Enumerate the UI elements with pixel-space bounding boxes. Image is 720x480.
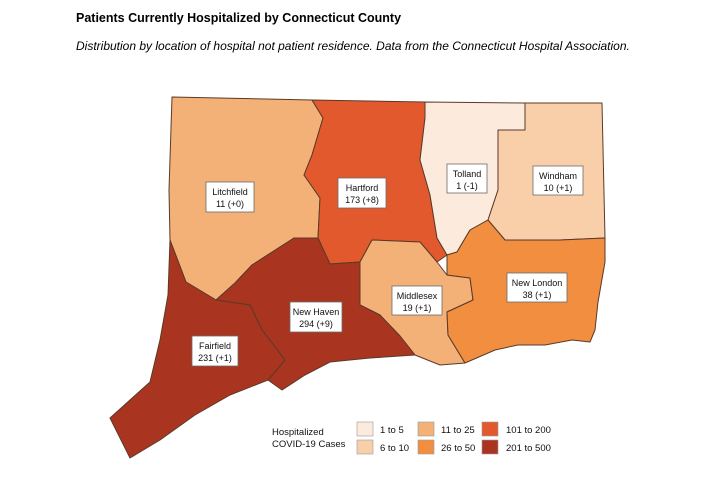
legend-swatch-201-500 <box>481 439 499 455</box>
legend-swatch-26-50 <box>417 439 435 455</box>
label-litchfield-value: 11 (+0) <box>216 199 244 209</box>
label-tolland-name: Tolland <box>453 169 482 179</box>
map-title: Patients Currently Hospitalized by Conne… <box>76 11 402 25</box>
legend-label-201-500: 201 to 500 <box>506 443 551 454</box>
label-fairfield: Fairfield 231 (+1) <box>191 335 239 367</box>
legend-title-line1: Hospitalized <box>272 427 324 438</box>
legend-label-26-50: 26 to 50 <box>441 443 475 454</box>
label-new-haven-value: 294 (+9) <box>299 319 333 329</box>
label-new-london-name: New London <box>512 278 563 288</box>
map-legend: Hospitalized COVID-19 Cases 1 to 5 6 to … <box>272 421 551 455</box>
label-new-haven: New Haven 294 (+9) <box>289 301 343 333</box>
label-new-haven-name: New Haven <box>293 307 340 317</box>
label-windham-name: Windham <box>539 171 577 181</box>
legend-swatch-6-10 <box>356 439 374 455</box>
legend-label-6-10: 6 to 10 <box>380 443 409 454</box>
label-tolland: Tolland 1 (-1) <box>446 163 488 194</box>
label-windham: Windham 10 (+1) <box>532 165 584 196</box>
legend-swatch-1-5 <box>356 421 374 437</box>
label-new-london: New London 38 (+1) <box>506 272 568 303</box>
legend-label-1-5: 1 to 5 <box>380 425 404 436</box>
label-litchfield: Litchfield 11 (+0) <box>205 181 255 213</box>
legend-label-101-200: 101 to 200 <box>506 425 551 436</box>
label-litchfield-name: Litchfield <box>212 187 248 197</box>
label-middlesex: Middlesex 19 (+1) <box>391 285 443 316</box>
legend-label-11-25: 11 to 25 <box>441 425 475 436</box>
legend-title-line2: COVID-19 Cases <box>272 439 346 450</box>
map-subtitle: Distribution by location of hospital not… <box>76 39 630 53</box>
label-hartford: Hartford 173 (+8) <box>337 177 387 209</box>
label-tolland-value: 1 (-1) <box>456 181 478 191</box>
label-fairfield-name: Fairfield <box>199 341 231 351</box>
label-middlesex-value: 19 (+1) <box>403 303 432 313</box>
label-hartford-value: 173 (+8) <box>345 195 379 205</box>
label-new-london-value: 38 (+1) <box>523 290 552 300</box>
label-middlesex-name: Middlesex <box>397 291 438 301</box>
label-windham-value: 10 (+1) <box>544 183 573 193</box>
legend-swatch-101-200 <box>481 421 499 437</box>
legend-swatch-11-25 <box>417 421 435 437</box>
label-hartford-name: Hartford <box>346 183 379 193</box>
label-fairfield-value: 231 (+1) <box>198 353 232 363</box>
